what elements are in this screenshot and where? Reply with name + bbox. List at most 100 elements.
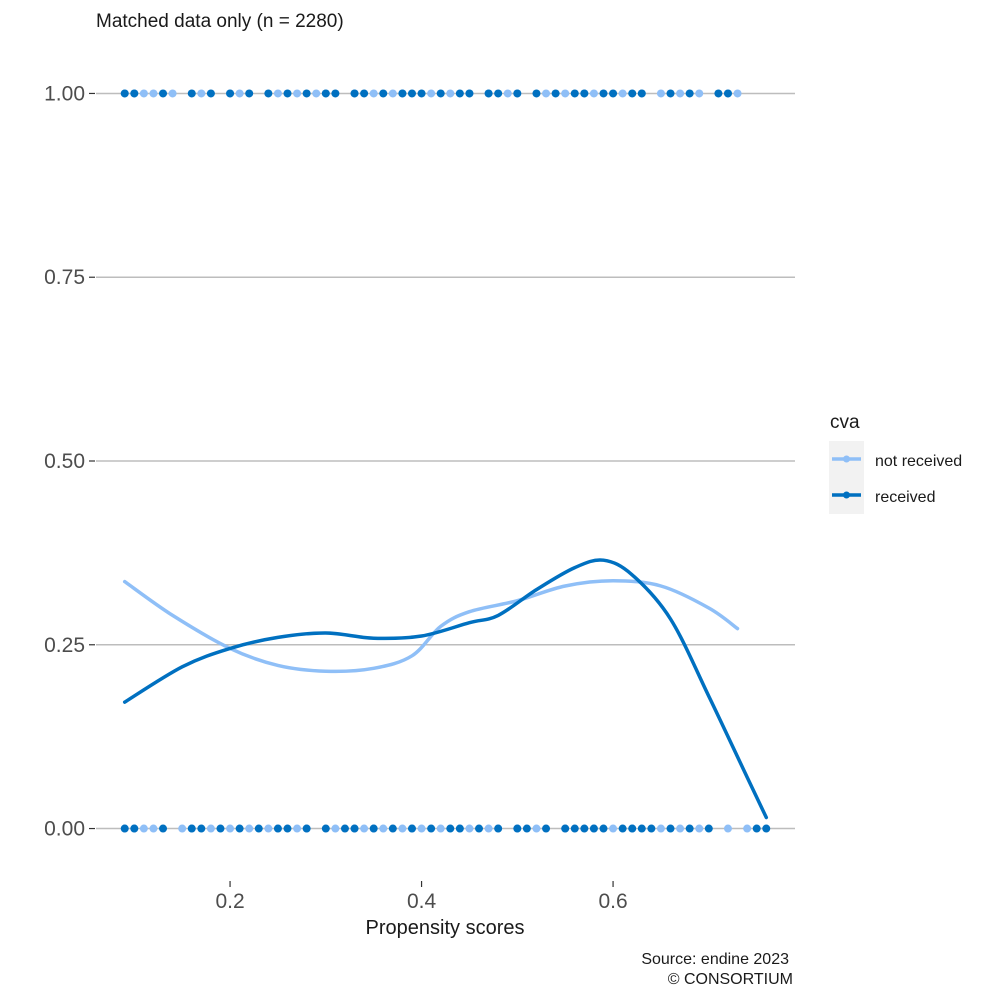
point-received	[283, 824, 292, 833]
point-received	[235, 824, 244, 833]
point-not-received	[206, 824, 215, 833]
point-not-received	[446, 89, 455, 98]
point-received	[532, 89, 541, 98]
point-received	[331, 89, 340, 98]
point-not-received	[743, 824, 752, 833]
caption-copyright: © CONSORTIUM	[668, 971, 793, 988]
point-received	[226, 89, 235, 98]
point-received	[120, 824, 129, 833]
point-received	[388, 824, 397, 833]
x-tick-label: 0.2	[215, 890, 244, 913]
point-not-received	[388, 89, 397, 98]
y-tick-label: 1.00	[44, 82, 85, 105]
point-received	[187, 89, 196, 98]
point-received	[206, 89, 215, 98]
point-received	[302, 89, 311, 98]
point-received	[513, 824, 522, 833]
point-received	[685, 89, 694, 98]
point-received	[321, 824, 330, 833]
point-received	[407, 824, 416, 833]
point-received	[475, 824, 484, 833]
legend-label-received: received	[875, 489, 935, 506]
point-received	[570, 824, 579, 833]
legend-key-background	[829, 441, 864, 514]
point-not-received	[226, 824, 235, 833]
point-not-received	[723, 824, 732, 833]
point-received	[350, 89, 359, 98]
point-received	[159, 89, 168, 98]
point-not-received	[264, 824, 273, 833]
point-received	[407, 89, 416, 98]
point-not-received	[293, 89, 302, 98]
point-not-received	[589, 89, 598, 98]
point-not-received	[178, 824, 187, 833]
x-tick-label: 0.4	[407, 890, 437, 913]
point-not-received	[168, 89, 177, 98]
point-not-received	[273, 89, 282, 98]
point-not-received	[695, 89, 704, 98]
point-received	[599, 824, 608, 833]
point-not-received	[503, 89, 512, 98]
point-not-received	[417, 824, 426, 833]
point-not-received	[618, 89, 627, 98]
point-received	[159, 824, 168, 833]
point-not-received	[676, 89, 685, 98]
smooth-curves	[122, 558, 769, 820]
point-received	[436, 89, 445, 98]
point-received	[513, 89, 522, 98]
point-received	[398, 89, 407, 98]
point-not-received	[235, 89, 244, 98]
point-received	[685, 824, 694, 833]
point-not-received	[149, 89, 158, 98]
point-not-received	[427, 89, 436, 98]
point-received	[321, 89, 330, 98]
legend: cva not received received	[829, 412, 962, 514]
point-received	[379, 89, 388, 98]
point-received	[666, 89, 675, 98]
point-received	[369, 824, 378, 833]
point-received	[522, 824, 531, 833]
point-received	[637, 89, 646, 98]
point-not-received	[561, 89, 570, 98]
point-not-received	[695, 824, 704, 833]
point-received	[647, 824, 656, 833]
point-not-received	[436, 824, 445, 833]
legend-point-received	[843, 491, 850, 499]
point-not-received	[465, 824, 474, 833]
chart-title: Matched data only (n = 2280)	[96, 11, 344, 32]
point-received	[427, 824, 436, 833]
point-received	[120, 89, 129, 98]
point-received	[618, 824, 627, 833]
point-not-received	[542, 89, 551, 98]
point-received	[714, 89, 723, 98]
point-received	[130, 89, 139, 98]
point-received	[570, 89, 579, 98]
x-axis: 0.2 0.4 0.6	[215, 881, 628, 913]
point-not-received	[532, 824, 541, 833]
point-received	[609, 89, 618, 98]
point-received	[455, 824, 464, 833]
point-received	[350, 824, 359, 833]
x-axis-label: Propensity scores	[366, 917, 525, 939]
point-not-received	[139, 824, 148, 833]
point-not-received	[245, 824, 254, 833]
point-not-received	[484, 824, 493, 833]
point-not-received	[360, 824, 369, 833]
point-received	[340, 824, 349, 833]
point-received	[542, 824, 551, 833]
point-received	[723, 89, 732, 98]
point-received	[465, 89, 474, 98]
gridlines	[96, 92, 795, 830]
caption-source: Source: endine 2023	[641, 951, 789, 968]
point-received	[494, 89, 503, 98]
smooth-line-not-received	[122, 579, 740, 674]
data-points	[120, 89, 771, 833]
point-received	[417, 89, 426, 98]
point-not-received	[331, 824, 340, 833]
point-received	[360, 89, 369, 98]
y-tick-label: 0.75	[44, 266, 85, 289]
point-received	[561, 824, 570, 833]
point-received	[580, 89, 589, 98]
point-received	[628, 824, 637, 833]
